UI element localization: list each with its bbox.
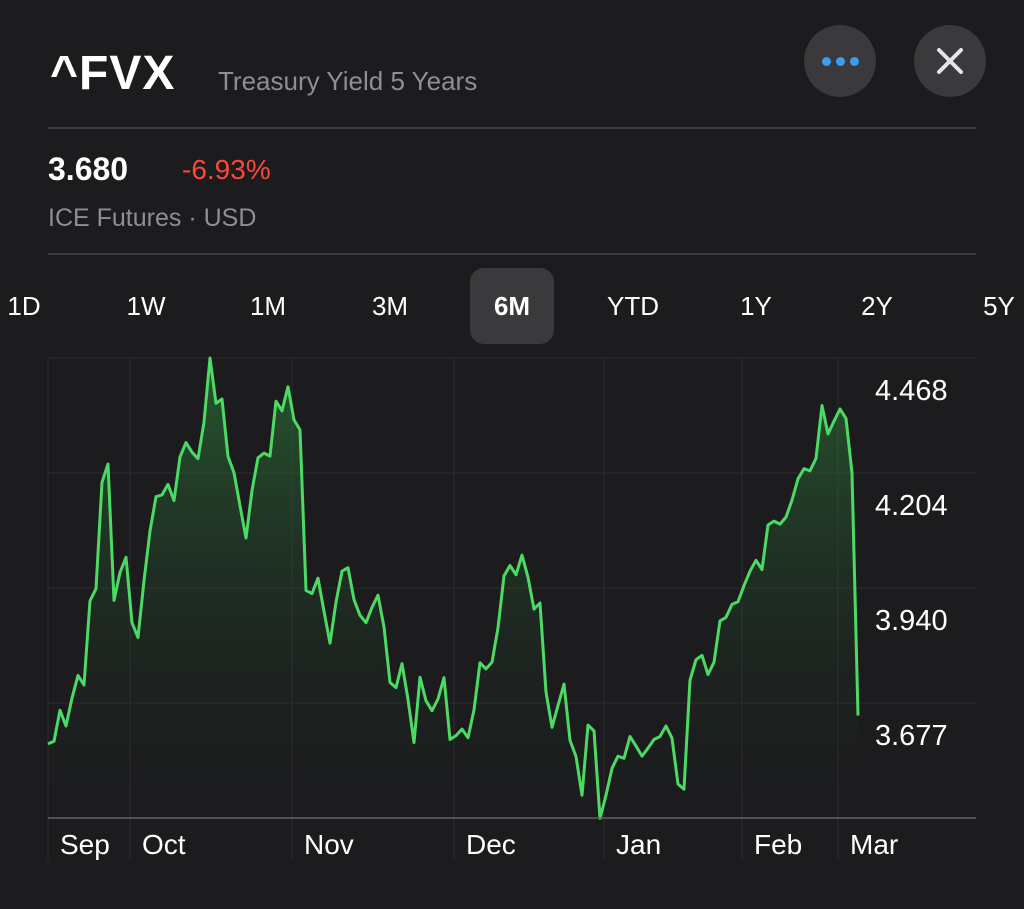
range-3m[interactable]: 3M bbox=[371, 291, 409, 321]
range-2y[interactable]: 2Y bbox=[861, 291, 893, 321]
price-area bbox=[48, 358, 858, 819]
range-1w[interactable]: 1W bbox=[126, 291, 166, 321]
x-tick-label: Dec bbox=[466, 829, 516, 860]
close-icon bbox=[937, 48, 963, 74]
range-1d[interactable]: 1D bbox=[7, 291, 41, 321]
header-divider bbox=[48, 127, 976, 129]
range-1m[interactable]: 1M bbox=[249, 291, 287, 321]
range-selector: 1D 1W 1M 3M 6M YTD 1Y 2Y 5Y bbox=[0, 268, 1024, 344]
x-tick-label: Nov bbox=[304, 829, 354, 860]
quote-divider bbox=[48, 253, 976, 255]
exchange-currency: ICE Futures · USD bbox=[48, 204, 257, 232]
price-change: -6.93% bbox=[182, 154, 271, 185]
y-tick-label: 3.940 bbox=[875, 605, 948, 637]
ellipsis-icon bbox=[821, 56, 859, 66]
range-6m[interactable]: 6M bbox=[470, 268, 554, 344]
price-chart[interactable]: 4.468 4.204 3.940 3.677 Sep Oct Nov Dec Jan Feb Ma… bbox=[0, 350, 1024, 870]
range-5y[interactable]: 5Y bbox=[983, 291, 1015, 321]
x-tick-label: Oct bbox=[142, 829, 186, 860]
y-tick-label: 4.204 bbox=[875, 490, 948, 522]
more-button[interactable] bbox=[804, 25, 876, 97]
range-ytd[interactable]: YTD bbox=[607, 291, 659, 321]
security-name: Treasury Yield 5 Years bbox=[218, 66, 478, 96]
y-tick-label: 3.677 bbox=[875, 720, 948, 752]
header: ^FVX Treasury Yield 5 Years bbox=[50, 48, 750, 108]
current-price: 3.680 bbox=[48, 151, 129, 187]
x-tick-label: Jan bbox=[616, 829, 661, 860]
ticker-symbol: ^FVX bbox=[50, 47, 176, 100]
y-tick-label: 4.468 bbox=[875, 375, 948, 407]
range-1y[interactable]: 1Y bbox=[740, 291, 772, 321]
price-line bbox=[47, 356, 860, 820]
close-button[interactable] bbox=[914, 25, 986, 97]
x-tick-label: Mar bbox=[850, 829, 898, 860]
x-tick-label: Feb bbox=[754, 829, 802, 860]
x-tick-label: Sep bbox=[60, 829, 110, 860]
